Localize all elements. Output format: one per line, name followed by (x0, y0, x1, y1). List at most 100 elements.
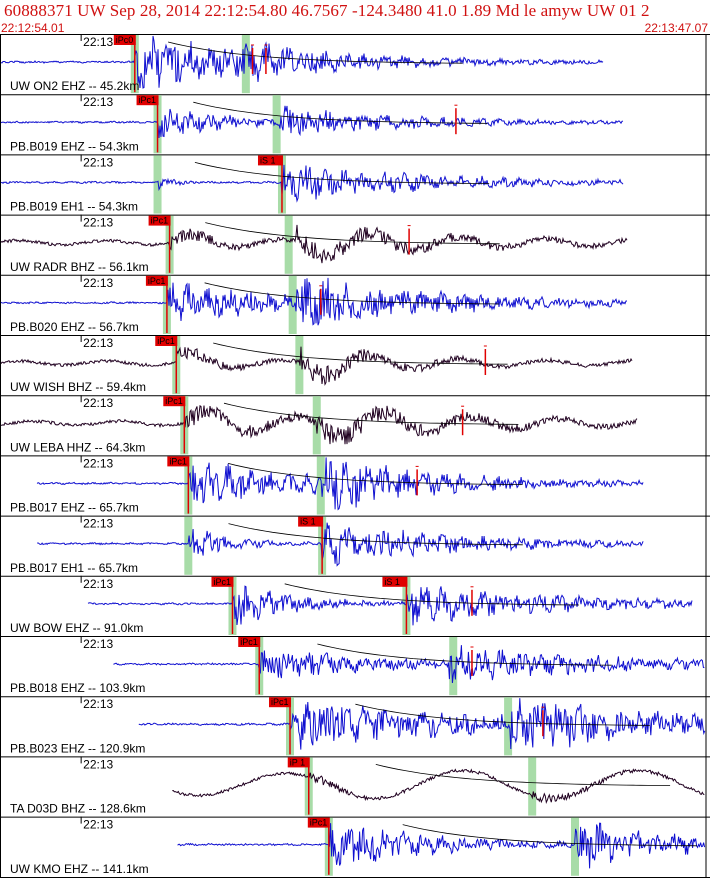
station-label: UW RADR BHZ -- 56.1km (10, 260, 149, 274)
waveform (36, 522, 644, 567)
minute-tick-label: 22:13 (83, 396, 113, 410)
coda-curve (194, 162, 490, 184)
station-label: UW KMO EHZ -- 141.1km (10, 862, 149, 876)
station-label: PB.B023 EHZ -- 120.9km (10, 741, 145, 755)
s-pick-flag (298, 516, 324, 527)
waveform (0, 35, 604, 89)
s-pick-label: iS 1 (260, 155, 276, 165)
pick-window (316, 456, 325, 515)
start-time-label: 22:12:54.01 (1, 21, 65, 34)
p-pick-flag (113, 35, 136, 45)
s-pick-flag (257, 155, 283, 166)
p-pick-label: iPc0 (116, 35, 134, 45)
waveform (0, 346, 633, 386)
minute-tick-label: 22:13 (83, 276, 113, 290)
minute-tick-label: 22:13 (83, 577, 113, 591)
station-label: PB.B019 EHZ -- 54.3km (10, 139, 139, 153)
minute-tick-label: 22:13 (83, 155, 113, 169)
minute-tick-label: 22:13 (83, 517, 113, 531)
coda-curve (402, 824, 698, 847)
coda-curve (205, 222, 500, 245)
pick-window (284, 215, 293, 274)
coda-curve (228, 463, 523, 485)
p-pick-label: iPc1 (213, 577, 231, 587)
station-label: PB.B017 EH1 -- 65.7km (10, 561, 138, 575)
station-label: TA D03D BHZ -- 128.6km (10, 802, 146, 816)
coda-curve (228, 523, 523, 546)
station-label: PB.B020 EHZ -- 56.7km (10, 320, 139, 334)
minute-tick-label: 22:13 (83, 336, 113, 350)
s-pick-flag (382, 576, 408, 587)
coda-curve (355, 703, 650, 726)
coda-curve (375, 764, 671, 786)
p-pick-label: iP 1 (290, 757, 305, 767)
p-pick-flag (307, 817, 330, 828)
coda-curve (193, 101, 488, 124)
waveform (172, 768, 705, 804)
minute-tick-label: 22:13 (83, 818, 113, 832)
waveform (177, 822, 706, 869)
coda-curve (168, 41, 463, 64)
minute-tick-label: 22:13 (83, 637, 113, 651)
end-time-label: 22:13:47.07 (644, 21, 708, 34)
waveform (36, 457, 644, 511)
pick-window (449, 637, 458, 696)
p-pick-label: iPc1 (148, 276, 166, 286)
p-pick-label: iPc1 (169, 456, 187, 466)
header-bar: 60888371 UW Sep 28, 2014 22:12:54.80 46.… (0, 0, 710, 34)
coda-curve (223, 402, 519, 425)
station-label: UW WISH BHZ -- 59.4km (10, 380, 146, 394)
event-title: 60888371 UW Sep 28, 2014 22:12:54.80 46.… (4, 1, 650, 20)
p-pick-flag (269, 697, 292, 708)
pick-window (312, 396, 321, 455)
s-pick-label: iS 1 (300, 517, 316, 527)
pick-window (153, 155, 162, 214)
p-pick-label: iPc1 (165, 396, 183, 406)
waveform (0, 277, 627, 326)
station-label: UW LEBA HHZ -- 64.3km (10, 440, 145, 454)
pick-window (241, 35, 250, 94)
p-pick-flag (155, 336, 178, 346)
waveform (0, 164, 624, 203)
s-pick-label: iS 1 (384, 577, 400, 587)
coda-curve (213, 342, 508, 365)
minute-tick-label: 22:13 (83, 35, 113, 49)
pick-window (571, 817, 580, 876)
p-pick-label: iPc1 (240, 637, 258, 647)
p-pick-label: iPc1 (157, 336, 175, 346)
minute-tick-label: 22:13 (83, 95, 113, 109)
p-pick-label: iPc1 (139, 95, 157, 105)
p-pick-flag (287, 757, 310, 768)
pick-window (184, 516, 193, 575)
p-pick-flag (148, 215, 171, 226)
coda-curve (204, 282, 500, 305)
station-label: UW BOW EHZ -- 91.0km (10, 621, 143, 635)
coda-curve (284, 583, 580, 606)
minute-tick-label: 22:13 (83, 216, 113, 230)
waveform (138, 698, 706, 750)
p-pick-flag (145, 275, 168, 286)
p-pick-label: iPc1 (271, 697, 289, 707)
waveform (0, 105, 624, 139)
p-pick-label: iPc1 (310, 818, 328, 828)
p-pick-flag (167, 456, 190, 467)
station-label: PB.B019 EH1 -- 54.3km (10, 200, 138, 214)
station-label: PB.B017 EHZ -- 65.7km (10, 501, 139, 515)
pick-window (288, 275, 297, 334)
minute-tick-label: 22:13 (83, 456, 113, 470)
pick-window (295, 336, 304, 395)
waveform (113, 645, 705, 684)
minute-tick-label: 22:13 (83, 697, 113, 711)
minute-tick-label: 22:13 (83, 757, 113, 771)
waveform (87, 585, 693, 626)
p-pick-flag (136, 95, 159, 106)
p-pick-flag (163, 396, 186, 407)
station-label: UW ON2 EHZ -- 45.2km (10, 79, 139, 93)
station-label: PB.B018 EHZ -- 103.9km (10, 681, 145, 695)
coda-curve (317, 643, 612, 666)
p-pick-flag (238, 637, 261, 647)
p-pick-flag (211, 576, 234, 587)
p-pick-label: iPc1 (151, 216, 169, 226)
pick-window (528, 757, 537, 816)
